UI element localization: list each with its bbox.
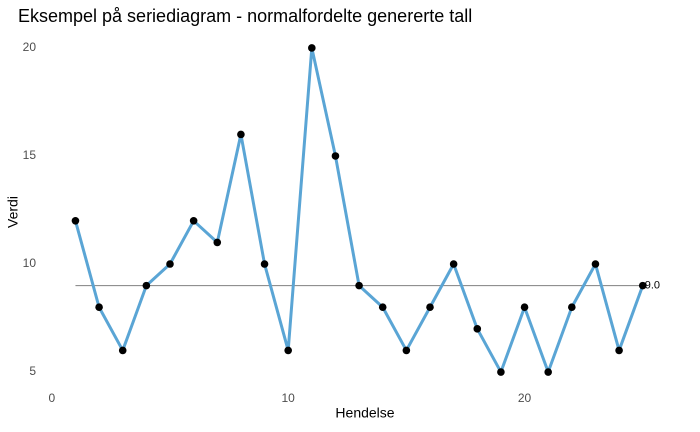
reference-label: 9.0 [645,280,660,292]
data-point [284,346,292,355]
x-tick-label: 0 [48,391,55,405]
y-tick-label: 10 [23,256,37,270]
y-tick-label: 15 [23,148,37,162]
data-point [544,368,552,376]
data-point [497,368,505,376]
data-point [378,303,387,312]
data-point [331,152,340,160]
data-point [520,303,529,312]
data-point [615,346,623,355]
series-line [74,46,645,374]
data-point [308,44,316,52]
data-point [71,217,80,225]
y-axis-label: Verdi [5,196,21,228]
data-point [638,281,647,290]
y-tick-label: 20 [23,40,37,54]
data-point [95,303,103,312]
chart-title: Eksempel på seriediagram - normalfordelt… [18,6,472,26]
data-point [355,281,363,290]
data-point [426,303,434,312]
data-point [213,238,222,247]
data-point [473,325,482,333]
data-point [449,260,458,268]
data-point [118,346,127,355]
x-tick-label: 20 [518,391,532,405]
data-point [166,260,174,268]
data-point [260,260,269,268]
x-tick-label: 10 [282,391,296,405]
data-point [591,260,600,268]
y-tick-label: 5 [29,364,36,378]
data-point [402,346,411,355]
data-point [189,217,198,225]
x-axis-label: Hendelse [335,405,394,421]
data-point [237,130,245,139]
data-point [568,303,576,312]
data-point [142,281,151,290]
